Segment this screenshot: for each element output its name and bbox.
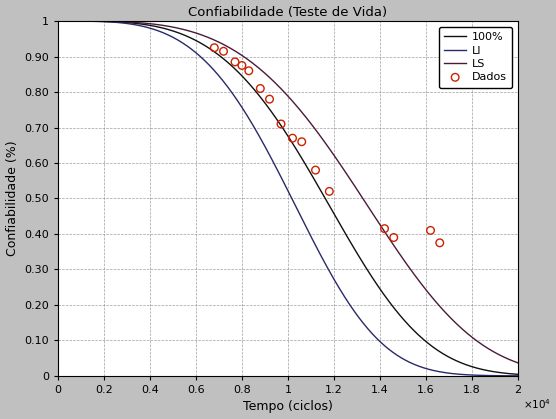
Y-axis label: Confiabilidade (%): Confiabilidade (%) — [6, 141, 18, 256]
LS — [456, 324, 463, 329]
100% — [54, 18, 61, 23]
Dados — [426, 227, 435, 234]
LI — [231, 93, 237, 98]
Dados — [435, 240, 444, 246]
Dados — [256, 85, 265, 92]
X-axis label: Tempo (ciclos): Tempo (ciclos) — [243, 401, 333, 414]
Line: LI: LI — [58, 21, 518, 376]
LS — [107, 19, 114, 24]
100% — [231, 66, 237, 71]
Dados — [288, 135, 297, 142]
Title: Confiabilidade (Teste de Vida): Confiabilidade (Teste de Vida) — [188, 5, 388, 18]
100% — [107, 19, 114, 24]
LI — [505, 373, 512, 378]
100% — [135, 21, 141, 26]
Dados — [389, 234, 398, 241]
Dados — [265, 96, 274, 103]
Text: $\times10^4$: $\times10^4$ — [523, 397, 551, 411]
LI — [107, 19, 114, 24]
LS — [135, 20, 141, 25]
100% — [515, 372, 522, 377]
Line: 100%: 100% — [58, 21, 518, 374]
LS — [251, 62, 257, 67]
Dados — [219, 48, 228, 54]
100% — [251, 87, 257, 92]
LS — [505, 357, 512, 362]
Dados — [245, 67, 254, 74]
LI — [135, 23, 141, 28]
Dados — [325, 188, 334, 195]
Line: LS: LS — [58, 21, 518, 363]
LS — [231, 48, 237, 53]
Dados — [237, 62, 246, 69]
Dados — [231, 59, 240, 65]
LI — [54, 18, 61, 23]
LI — [251, 125, 257, 130]
LS — [515, 360, 522, 365]
LI — [515, 373, 522, 378]
LI — [456, 372, 463, 377]
100% — [505, 371, 512, 376]
Dados — [380, 225, 389, 232]
Dados — [210, 44, 219, 51]
Dados — [276, 121, 285, 127]
Dados — [311, 167, 320, 173]
100% — [456, 360, 463, 365]
LS — [54, 18, 61, 23]
Dados — [297, 138, 306, 145]
Legend: 100%, LI, LS, Dados: 100%, LI, LS, Dados — [439, 27, 513, 88]
